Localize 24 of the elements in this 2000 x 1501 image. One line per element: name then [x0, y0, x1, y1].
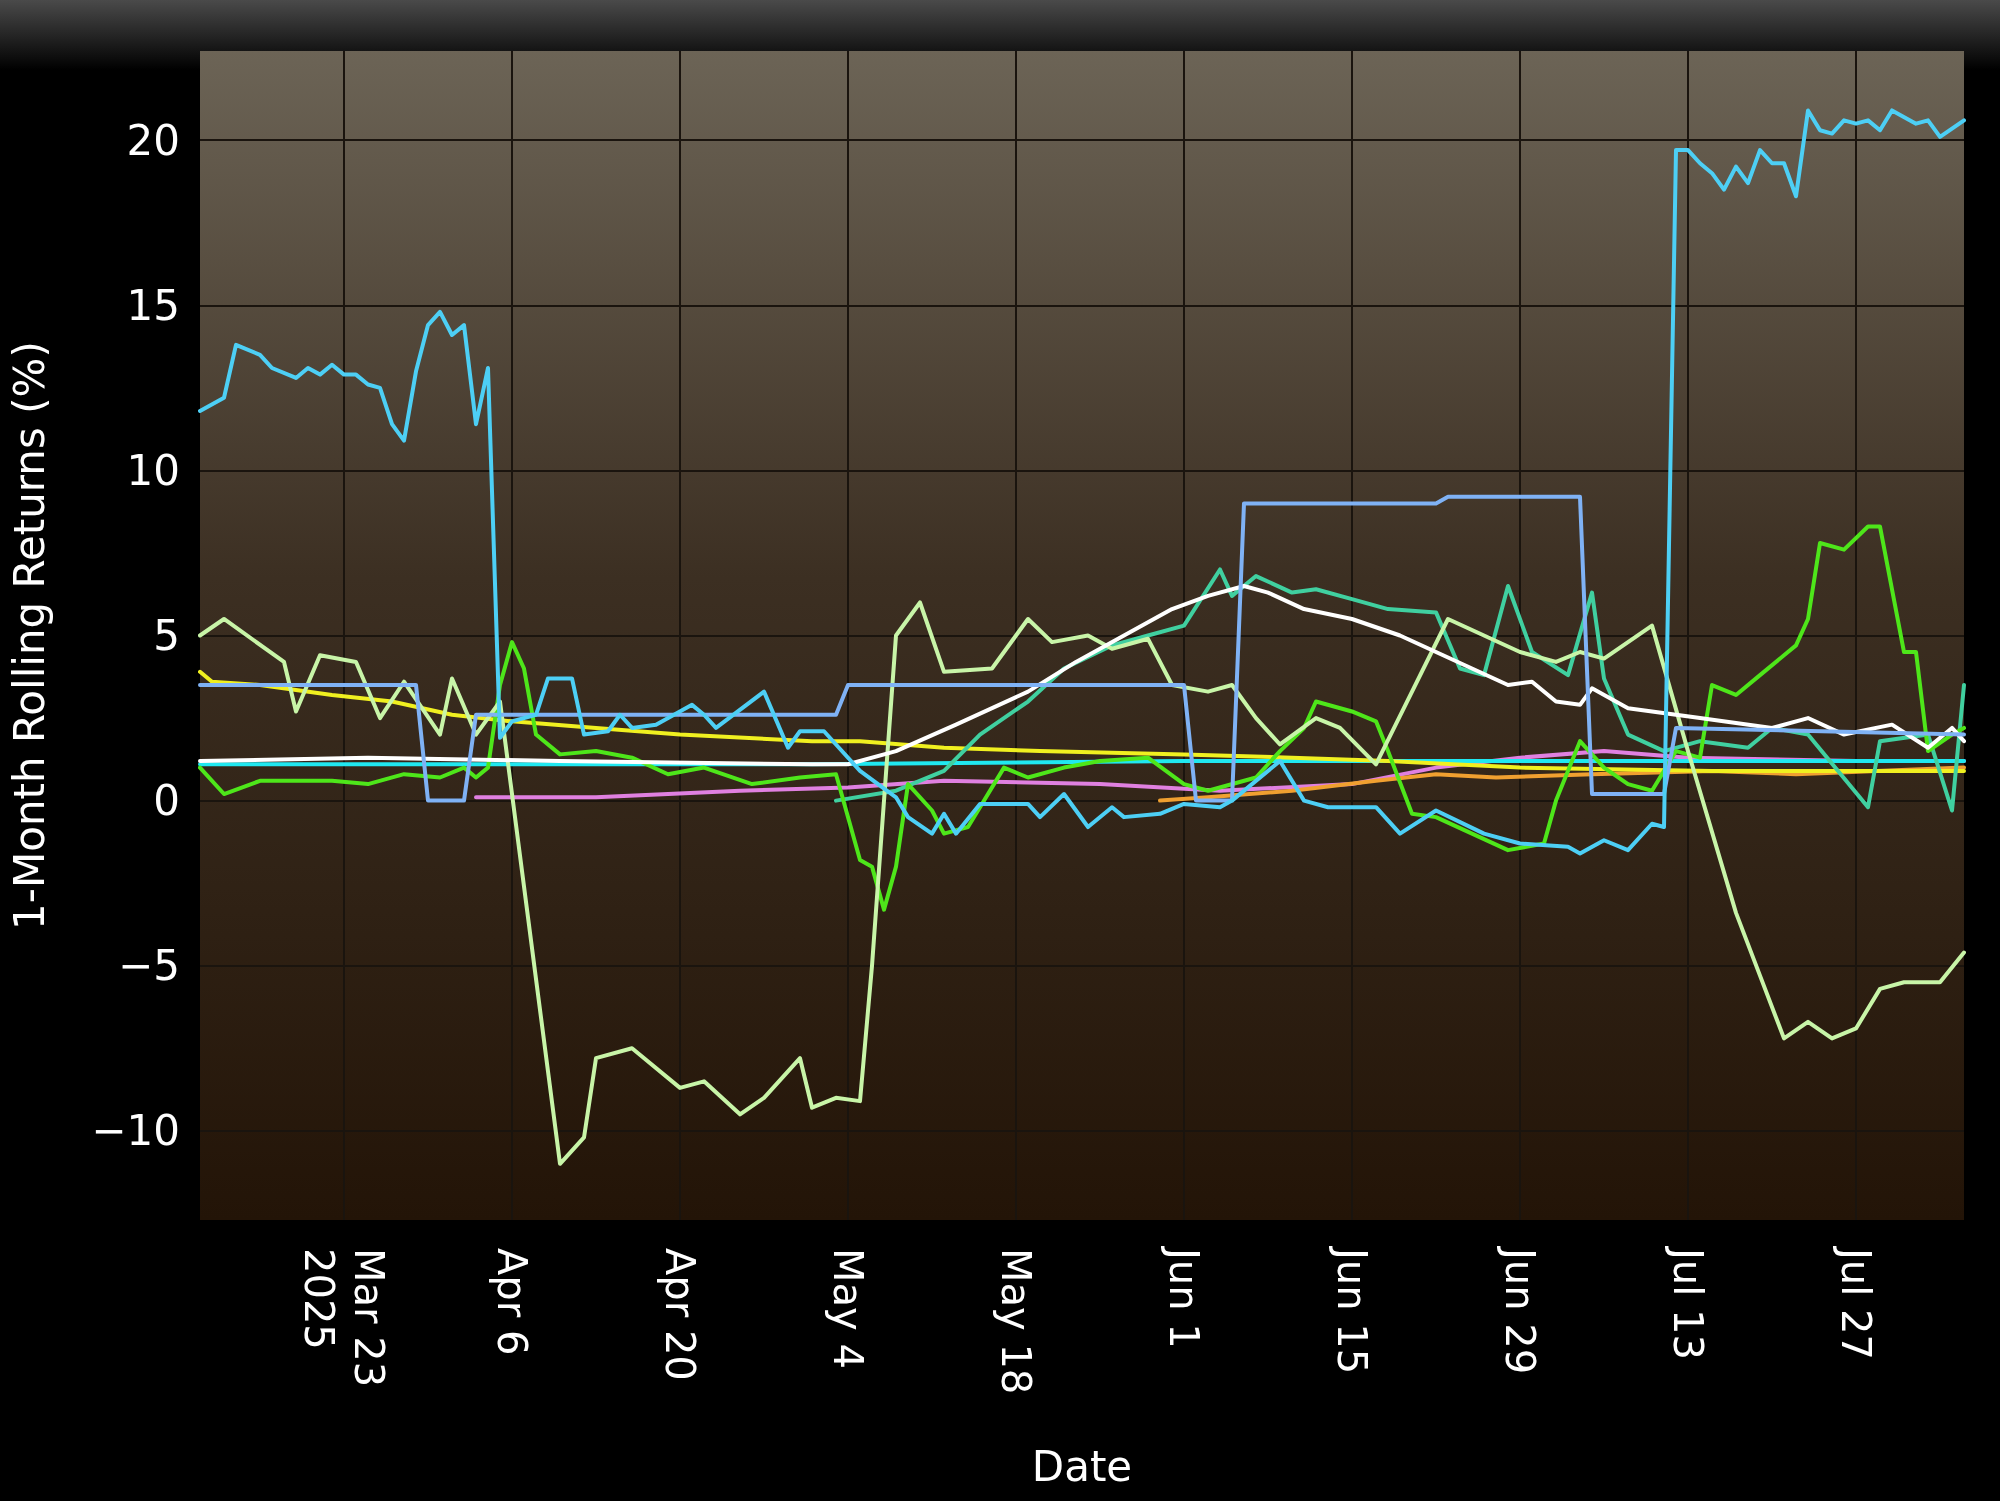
x-tick-label: Jun 1 — [1161, 1245, 1207, 1349]
y-tick-label: −10 — [91, 1106, 180, 1156]
y-axis-title: 1-Month Rolling Returns (%) — [4, 341, 54, 930]
x-tick-label: May 4 — [825, 1248, 871, 1369]
line-series — [198, 494, 1966, 803]
x-tick-label: May 18 — [993, 1248, 1039, 1395]
y-tick-label: 10 — [126, 445, 180, 495]
x-tick-label: Mar 23 2025 — [296, 1248, 392, 1388]
y-tick-label: 0 — [153, 776, 180, 826]
x-tick-label: Jul 13 — [1665, 1245, 1711, 1360]
line-series — [198, 524, 1966, 912]
y-tick-label: 15 — [126, 280, 180, 330]
x-tick-label: Jun 15 — [1329, 1245, 1375, 1375]
x-tick-label: Jul 27 — [1833, 1245, 1879, 1360]
line-series — [198, 600, 1966, 1166]
x-tick-label: Jun 29 — [1497, 1245, 1543, 1375]
x-tick-label: Apr 20 — [657, 1248, 703, 1381]
y-tick-label: 20 — [126, 115, 180, 165]
line-series — [198, 108, 1966, 856]
x-axis-title: Date — [1031, 1441, 1133, 1491]
line-series — [198, 583, 1966, 767]
x-tick-label: Apr 6 — [489, 1248, 535, 1356]
y-tick-label: 5 — [153, 611, 180, 660]
y-tick-label: −5 — [118, 941, 180, 991]
